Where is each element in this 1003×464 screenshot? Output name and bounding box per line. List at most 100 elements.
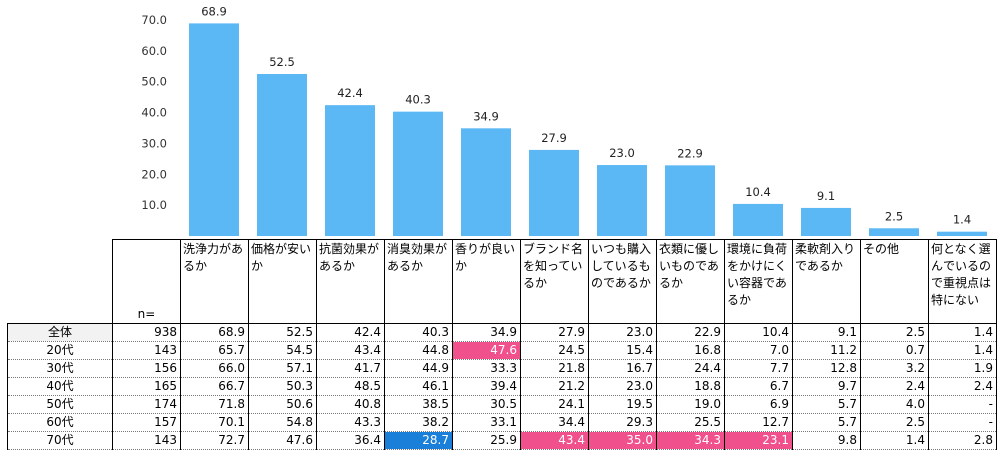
table-cell: 44.9 — [384, 359, 453, 378]
bar — [529, 149, 579, 236]
table-cell: 9.7 — [792, 377, 861, 396]
table-cell: 43.3 — [316, 413, 385, 432]
table-cell: 52.5 — [248, 323, 317, 342]
table-row: 30代 156 66.0 57.1 41.7 44.9 33.3 21.8 16.7 24.4 7.… — [7, 359, 997, 378]
table-row: 40代 165 66.7 50.3 48.5 46.1 39.4 21.2 23.0 18.8 6.… — [7, 377, 997, 396]
table-cell: 41.7 — [316, 359, 385, 378]
bar — [257, 74, 307, 236]
table-cell: 54.5 — [248, 341, 317, 360]
table-cell: 25.5 — [656, 413, 725, 432]
table-cell: 46.1 — [384, 377, 453, 396]
table-cell: 65.7 — [180, 341, 249, 360]
column-header: 環境に負荷をかけにくい容器であるか — [724, 239, 793, 324]
table-cell: 16.8 — [656, 341, 725, 360]
row-n: 143 — [112, 431, 181, 450]
table-cell: - — [928, 395, 997, 414]
table-row: 60代 157 70.1 54.8 43.3 38.2 33.1 34.4 29.3 25.5 12… — [7, 413, 997, 432]
table-cell: 39.4 — [452, 377, 521, 396]
table-cell: 47.6 — [248, 431, 317, 450]
bar — [665, 165, 715, 236]
table-cell: 30.5 — [452, 395, 521, 414]
table-cell: 40.8 — [316, 395, 385, 414]
row-label: 60代 — [7, 413, 113, 432]
table-cell: 38.2 — [384, 413, 453, 432]
table-cell: 50.3 — [248, 377, 317, 396]
table-cell: 10.4 — [724, 323, 793, 342]
table-cell: 7.0 — [724, 341, 793, 360]
table-row: 20代 143 65.7 54.5 43.4 44.8 47.6 24.5 15.4 16.8 7.… — [7, 341, 997, 360]
table-cell: 38.5 — [384, 395, 453, 414]
table-cell: 24.1 — [520, 395, 589, 414]
bar — [325, 105, 375, 236]
table-cell: 3.2 — [860, 359, 929, 378]
table-cell: 1.4 — [928, 341, 997, 360]
table-cell: 7.7 — [724, 359, 793, 378]
table-cell: 48.5 — [316, 377, 385, 396]
table-cell: 33.3 — [452, 359, 521, 378]
table-cell: 1.9 — [928, 359, 997, 378]
table-row: 50代 174 71.8 50.6 40.8 38.5 30.5 24.1 19.5 19.0 6.… — [7, 395, 997, 414]
column-header: ブランド名を知っているか — [520, 239, 589, 324]
row-label: 20代 — [7, 341, 113, 360]
table-cell: 1.4 — [860, 431, 929, 450]
table-cell: 47.6 — [452, 341, 521, 360]
table-cell: 15.4 — [588, 341, 657, 360]
column-header: 抗菌効果があるか — [316, 239, 385, 324]
table-cell: 68.9 — [180, 323, 249, 342]
data-label: 34.9 — [473, 109, 499, 123]
row-label: 70代 — [7, 431, 113, 450]
data-label: 22.9 — [677, 146, 703, 160]
y-tick-label: 30.0 — [141, 136, 167, 150]
table-cell: 27.9 — [520, 323, 589, 342]
bar — [597, 165, 647, 236]
table-row: 70代 143 72.7 47.6 36.4 28.7 25.9 43.4 35.0 34.3 23… — [7, 431, 997, 450]
y-tick-label: 10.0 — [141, 198, 167, 212]
table-cell: 43.4 — [316, 341, 385, 360]
table-cell: 2.4 — [860, 377, 929, 396]
data-label: 1.4 — [953, 213, 971, 227]
table-cell: 19.0 — [656, 395, 725, 414]
y-tick-label: 50.0 — [141, 75, 167, 89]
bar — [189, 23, 239, 236]
data-label: 68.9 — [201, 4, 227, 18]
row-label: 全体 — [7, 323, 113, 342]
data-label: 52.5 — [269, 55, 295, 69]
column-header: 香りが良いか — [452, 239, 521, 324]
data-label: 42.4 — [337, 86, 363, 100]
y-tick-label: 70.0 — [141, 13, 167, 27]
row-n: 165 — [112, 377, 181, 396]
table-cell: 2.4 — [928, 377, 997, 396]
table-cell: 70.1 — [180, 413, 249, 432]
y-tick-label: 40.0 — [141, 106, 167, 120]
table-cell: 66.0 — [180, 359, 249, 378]
table-cell: 42.4 — [316, 323, 385, 342]
table-cell: 2.5 — [860, 323, 929, 342]
table-cell: 16.7 — [588, 359, 657, 378]
row-label: 40代 — [7, 377, 113, 396]
table-cell: 72.7 — [180, 431, 249, 450]
row-n: 174 — [112, 395, 181, 414]
column-header: 消臭効果があるか — [384, 239, 453, 324]
column-header: 柔軟剤入りであるか — [792, 239, 861, 324]
row-n: 156 — [112, 359, 181, 378]
column-header: いつも購入しているものであるか — [588, 239, 657, 324]
table-cell: 28.7 — [384, 431, 453, 450]
table-row: 全体 938 68.9 52.5 42.4 40.3 34.9 27.9 23.0 22.9 10.… — [7, 323, 997, 342]
table-cell: 66.7 — [180, 377, 249, 396]
bar — [393, 111, 443, 236]
table-cell: 12.8 — [792, 359, 861, 378]
n-label: n= — [112, 239, 181, 324]
row-n: 157 — [112, 413, 181, 432]
table-cell: 2.8 — [928, 431, 997, 450]
column-header: 価格が安いか — [248, 239, 317, 324]
bar-chart-svg: 70.0 60.0 50.0 40.0 30.0 20.0 10.0 68.9 52.5 42.4… — [141, 4, 987, 236]
table-cell: 34.9 — [452, 323, 521, 342]
table-cell: 23.0 — [588, 323, 657, 342]
bar — [937, 231, 987, 236]
y-tick-label: 20.0 — [141, 167, 167, 181]
table-cell: 1.4 — [928, 323, 997, 342]
table-cell: 23.0 — [588, 377, 657, 396]
data-table: n= 洗浄力があるか 価格が安いか 抗菌効果があるか 消臭効果があるか 香りが良いか ブラン… — [7, 239, 997, 450]
data-label: 9.1 — [817, 189, 835, 203]
table-cell: 57.1 — [248, 359, 317, 378]
